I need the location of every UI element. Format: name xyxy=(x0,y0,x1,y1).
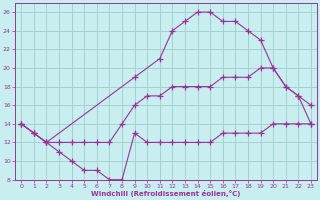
X-axis label: Windchill (Refroidissement éolien,°C): Windchill (Refroidissement éolien,°C) xyxy=(92,190,241,197)
